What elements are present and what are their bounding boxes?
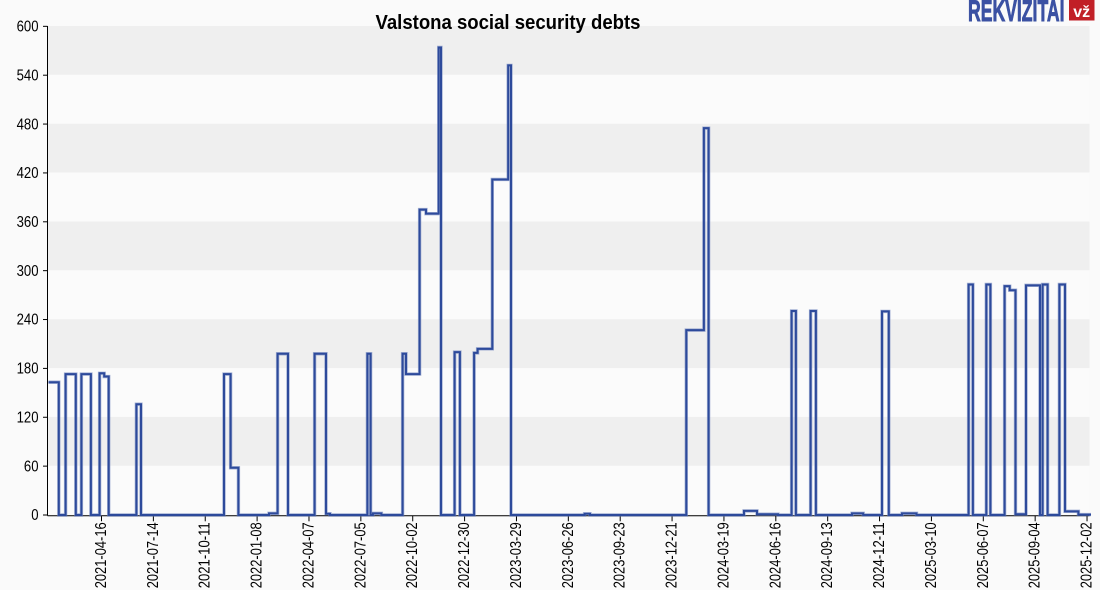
svg-text:600: 600 xyxy=(17,19,39,36)
svg-text:2025-12-02: 2025-12-02 xyxy=(1079,522,1096,588)
svg-text:2022-12-30: 2022-12-30 xyxy=(456,522,473,588)
svg-text:2021-07-14: 2021-07-14 xyxy=(145,522,162,588)
svg-text:2023-03-29: 2023-03-29 xyxy=(508,522,525,588)
svg-text:vž: vž xyxy=(1073,4,1090,21)
svg-text:2022-04-07: 2022-04-07 xyxy=(300,522,317,588)
svg-text:480: 480 xyxy=(17,116,39,133)
svg-text:2023-06-26: 2023-06-26 xyxy=(560,522,577,588)
svg-text:2022-01-08: 2022-01-08 xyxy=(249,522,266,588)
svg-text:2021-04-16: 2021-04-16 xyxy=(93,522,110,588)
svg-text:2021-10-11: 2021-10-11 xyxy=(197,522,214,588)
svg-text:0: 0 xyxy=(31,507,38,524)
svg-text:360: 360 xyxy=(17,214,39,231)
svg-text:Valstona social security debts: Valstona social security debts xyxy=(376,12,641,34)
svg-text:240: 240 xyxy=(17,312,39,329)
svg-text:2022-07-05: 2022-07-05 xyxy=(352,522,369,588)
svg-text:120: 120 xyxy=(17,409,39,426)
svg-text:2024-09-13: 2024-09-13 xyxy=(819,522,836,588)
svg-text:180: 180 xyxy=(17,361,39,378)
svg-text:2025-03-10: 2025-03-10 xyxy=(923,522,940,588)
svg-text:2024-06-16: 2024-06-16 xyxy=(767,522,784,588)
svg-text:2025-09-04: 2025-09-04 xyxy=(1027,522,1044,588)
svg-text:420: 420 xyxy=(17,165,39,182)
svg-text:2024-12-11: 2024-12-11 xyxy=(871,522,888,588)
svg-text:540: 540 xyxy=(17,67,39,84)
svg-text:2024-03-19: 2024-03-19 xyxy=(715,522,732,588)
svg-text:REKVIZITAI: REKVIZITAI xyxy=(968,0,1065,28)
svg-text:300: 300 xyxy=(17,263,39,280)
svg-text:60: 60 xyxy=(24,458,39,475)
svg-text:2023-12-21: 2023-12-21 xyxy=(664,522,681,588)
svg-text:2023-09-23: 2023-09-23 xyxy=(612,522,629,588)
svg-text:2022-10-02: 2022-10-02 xyxy=(404,522,421,588)
svg-text:2025-06-07: 2025-06-07 xyxy=(975,522,992,588)
